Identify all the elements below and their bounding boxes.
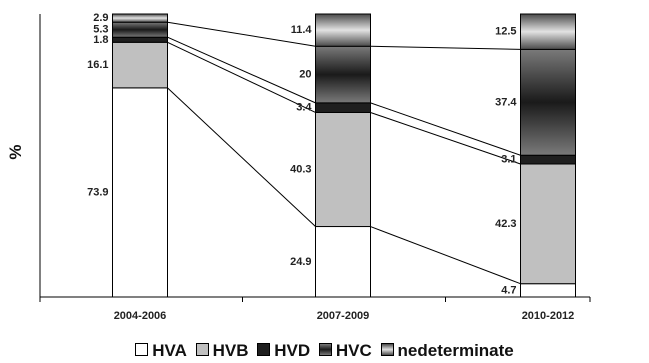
connector-line-hvd	[167, 36, 316, 104]
x-tick-labels: 2004-2006 2007-2009 2010-2012	[114, 310, 575, 322]
connector-line-hva	[370, 226, 521, 285]
data-label-hvb-2007-2009: 40.3	[290, 164, 311, 176]
legend-item-hvc: HVC	[318, 341, 372, 361]
connector-line-hvb	[370, 112, 521, 165]
bar-segment-hva-2010-2012	[520, 283, 576, 298]
bar-segment-hvd-2010-2012	[520, 154, 576, 165]
bar-segment-hvb-2007-2009	[315, 111, 371, 228]
legend-item-hva: HVA	[135, 341, 187, 361]
bar-segment-hvd-2004-2006	[112, 36, 168, 43]
bar-segment-hva-2007-2009	[315, 226, 371, 298]
data-label-hva-2004-2006: 73.9	[87, 186, 108, 198]
legend-label-hva: HVA	[152, 341, 187, 360]
data-label-nedeterminate-2004-2006: 2.9	[93, 12, 108, 24]
bars	[112, 13, 576, 298]
legend-swatch-hva	[135, 343, 149, 356]
legend-item-nedeterminate: nedeterminate	[380, 341, 514, 361]
connector-line-hvc	[167, 21, 316, 47]
data-label-nedeterminate-2007-2009: 11.4	[291, 24, 313, 36]
data-label-nedeterminate-2010-2012: 12.5	[495, 26, 516, 38]
x-tick-label: 2004-2006	[114, 310, 167, 322]
data-label-hvc-2007-2009: 20	[299, 69, 311, 81]
connector-line-hvb	[167, 41, 316, 113]
data-label-hvc-2010-2012: 37.4	[495, 96, 517, 108]
bar-segment-nedeterminate-2004-2006	[112, 13, 168, 23]
bar-segment-hvb-2010-2012	[520, 163, 576, 285]
bar-segment-nedeterminate-2010-2012	[520, 13, 576, 50]
connector-line-hva	[167, 87, 316, 227]
x-tick-label: 2007-2009	[317, 310, 370, 322]
connector-lines	[167, 21, 521, 285]
legend-item-hvb: HVB	[195, 341, 249, 361]
bar-segment-hvd-2007-2009	[315, 102, 371, 113]
legend-swatch-hvd	[257, 343, 271, 356]
data-label-hvd-2004-2006: 1.8	[93, 34, 108, 46]
legend-label-nedeterminate: nedeterminate	[397, 341, 514, 360]
data-label-hvd-2007-2009: 3.4	[296, 102, 312, 114]
y-axis-label: %	[6, 144, 25, 159]
bar-segment-hvc-2010-2012	[520, 48, 576, 156]
data-label-hvb-2004-2006: 16.1	[87, 59, 108, 71]
connector-line-hvc	[370, 45, 521, 50]
legend-label-hvd: HVD	[274, 341, 311, 360]
legend: HVA HVB HVD HVC nedeterminate	[0, 341, 649, 361]
connector-line-hvd	[370, 102, 521, 156]
bar-segment-hvc-2004-2006	[112, 21, 168, 38]
x-tick-label: 2010-2012	[522, 310, 575, 322]
bar-segment-hvb-2004-2006	[112, 41, 168, 89]
legend-swatch-hvc	[318, 343, 332, 356]
data-label-hvb-2010-2012: 42.3	[495, 218, 516, 230]
legend-swatch-hvb	[195, 343, 209, 356]
data-label-hva-2010-2012: 4.7	[501, 284, 516, 296]
legend-label-hvb: HVB	[212, 341, 249, 360]
legend-swatch-nedeterminate	[380, 343, 394, 356]
bar-segment-hva-2004-2006	[112, 87, 168, 298]
legend-item-hvd: HVD	[257, 341, 310, 361]
data-label-hvc-2004-2006: 5.3	[93, 24, 108, 36]
legend-label-hvc: HVC	[335, 341, 372, 360]
bar-segment-nedeterminate-2007-2009	[315, 13, 371, 47]
data-label-hva-2007-2009: 24.9	[290, 256, 311, 268]
data-labels: 73.9 16.1 1.85.32.9 24.9 40.3 3.4 20 11.4 4.7 42.…	[87, 12, 517, 296]
bar-segment-hvc-2007-2009	[315, 45, 371, 104]
data-label-hvd-2010-2012: 3.1	[501, 154, 516, 166]
